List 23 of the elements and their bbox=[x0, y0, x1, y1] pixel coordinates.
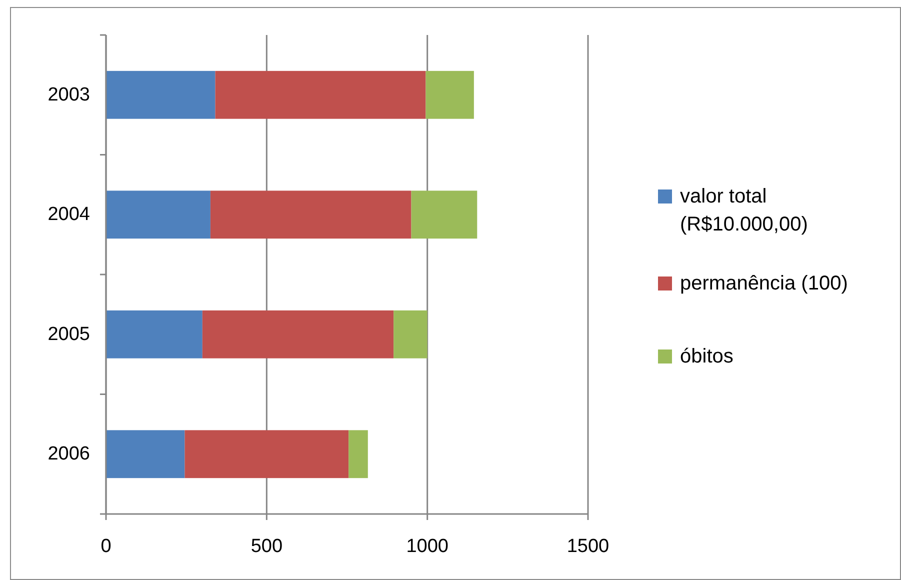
bar bbox=[215, 70, 426, 119]
bar bbox=[394, 310, 428, 358]
bar bbox=[106, 310, 202, 358]
bar bbox=[106, 70, 216, 119]
x-tick-label: 1500 bbox=[566, 536, 610, 557]
bar bbox=[184, 430, 349, 478]
bar bbox=[106, 190, 210, 239]
bar bbox=[348, 430, 368, 478]
legend-label: valor total (R$10.000,00) bbox=[680, 186, 808, 236]
legend-label: óbitos bbox=[680, 346, 734, 368]
x-tick-label: 500 bbox=[250, 536, 283, 557]
bar bbox=[210, 190, 412, 239]
y-tick-label: 2006 bbox=[48, 444, 90, 465]
bar bbox=[411, 190, 478, 239]
y-tick-label: 2005 bbox=[48, 324, 90, 345]
y-tick-label: 2003 bbox=[48, 84, 90, 106]
y-tick-label: 2004 bbox=[48, 204, 90, 226]
legend-label: permanência (100) bbox=[680, 272, 848, 294]
bar bbox=[426, 70, 474, 119]
bar bbox=[202, 310, 394, 358]
x-tick-label: 0 bbox=[100, 536, 112, 557]
x-tick-label: 1000 bbox=[406, 536, 448, 557]
bar bbox=[106, 430, 185, 478]
